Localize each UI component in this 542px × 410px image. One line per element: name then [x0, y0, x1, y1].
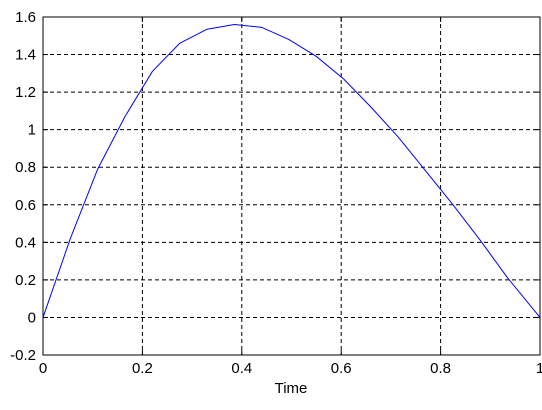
plot-area	[42, 16, 541, 356]
axis-ticks	[42, 16, 541, 356]
y-tick-label: -0.2	[10, 347, 36, 364]
y-tick-label: 1.4	[15, 47, 36, 64]
x-tick-label: 0.6	[331, 360, 352, 377]
grid	[43, 17, 540, 355]
series-group	[42, 24, 541, 318]
y-tick-label: 1	[28, 122, 36, 139]
y-tick-label: 0.6	[15, 197, 36, 214]
y-tick-label: 1.6	[15, 9, 36, 26]
y-tick-label: 0.4	[15, 234, 36, 251]
x-tick-label: 0.2	[132, 360, 153, 377]
x-tick-label: 0	[39, 360, 47, 377]
y-tick-label: 0.8	[15, 159, 36, 176]
y-tick-label: 0	[28, 309, 36, 326]
x-axis-label: Time	[275, 380, 308, 397]
x-tick-label: 0.8	[430, 360, 451, 377]
y-tick-label: 1.2	[15, 84, 36, 101]
x-tick-label: 0.4	[231, 360, 252, 377]
x-tick-label: 1	[536, 360, 542, 377]
series-line	[42, 24, 541, 318]
x-tick-labels: 0 0.2 0.4 0.6 0.8 1	[39, 360, 542, 377]
y-tick-label: 0.2	[15, 272, 36, 289]
y-tick-labels: -0.2 0 0.2 0.4 0.6 0.8 1 1.2 1.4 1.6	[10, 9, 36, 364]
